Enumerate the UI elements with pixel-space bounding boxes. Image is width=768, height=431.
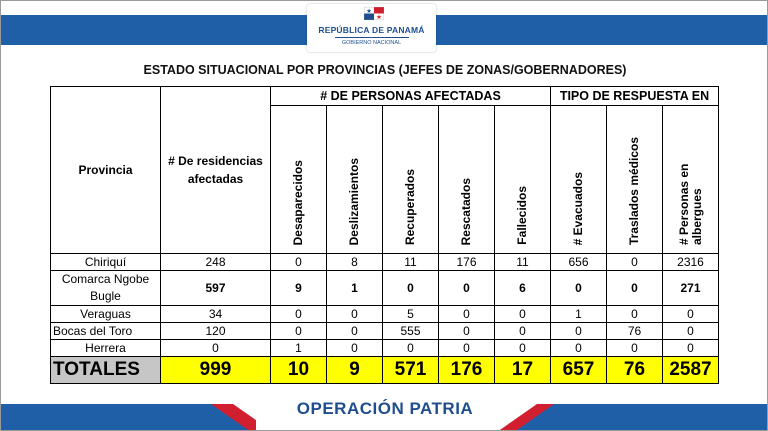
table-row: Veraguas 34 0 0 5 0 0 1 0 0: [50, 305, 719, 323]
cell-value: 0: [550, 339, 607, 357]
cell-value: 0: [662, 305, 719, 323]
cell-provincia: Chiriquí: [50, 253, 161, 271]
table-row: Chiriquí 248 0 8 11 176 11 656 0 2316: [50, 253, 719, 271]
header-recuperados: Recuperados: [382, 105, 439, 254]
table-row: Herrera 0 1 0 0 0 0 0 0 0: [50, 339, 719, 357]
total-value: 657: [550, 356, 607, 384]
total-value: 17: [494, 356, 551, 384]
cell-value: 0: [438, 339, 495, 357]
cell-value: 5: [382, 305, 439, 323]
header-deslizamientos: Deslizamientos: [326, 105, 383, 254]
header-fallecidos: Fallecidos: [494, 105, 551, 254]
cell-value: 8: [326, 253, 383, 271]
cell-value: 0: [494, 305, 551, 323]
cell-value: 0: [326, 339, 383, 357]
cell-value: 555: [382, 322, 439, 340]
header-traslados-medicos: Traslados médicos: [606, 105, 663, 254]
cell-value: 1: [270, 339, 327, 357]
logo-title: REPÚBLICA DE PANAMÁ: [318, 25, 425, 35]
cell-value: 271: [662, 270, 719, 306]
header-provincia: Provincia: [50, 86, 161, 254]
header-personas-albergues: # Personas en albergues: [662, 105, 719, 254]
cell-residencias: 34: [160, 305, 271, 323]
header-desaparecidos: Desaparecidos: [270, 105, 327, 254]
cell-provincia: Herrera: [50, 339, 161, 357]
cell-value: 0: [270, 322, 327, 340]
cell-value: 0: [606, 253, 663, 271]
total-residencias: 999: [160, 356, 271, 384]
cell-provincia-line1: Comarca Ngobe: [61, 272, 150, 286]
table-row: Bocas del Toro 120 0 0 555 0 0 0 76 0: [50, 322, 719, 340]
cell-value: 0: [438, 322, 495, 340]
cell-provincia: Comarca Ngobe Bugle: [50, 270, 161, 306]
total-value: 76: [606, 356, 663, 384]
cell-value: 9: [270, 270, 327, 306]
cell-value: 0: [662, 322, 719, 340]
table-row: Comarca Ngobe Bugle 597 9 1 0 0 6 0 0 27…: [50, 270, 719, 306]
cell-value: 0: [438, 270, 495, 306]
header-personas-afectadas: # DE PERSONAS AFECTADAS: [270, 86, 551, 106]
totals-row: TOTALES 999 10 9 571 176 17 657 76 2587: [50, 356, 719, 384]
header-evacuados: # Evacuados: [550, 105, 607, 254]
total-value: 10: [270, 356, 327, 384]
cell-provincia-line2: Bugle: [90, 289, 121, 303]
cell-residencias: 248: [160, 253, 271, 271]
logo-divider: [335, 37, 409, 38]
cell-value: 6: [494, 270, 551, 306]
cell-value: 0: [270, 253, 327, 271]
total-value: 571: [382, 356, 439, 384]
cell-provincia: Veraguas: [50, 305, 161, 323]
cell-residencias: 120: [160, 322, 271, 340]
cell-value: 0: [606, 305, 663, 323]
government-logo: REPÚBLICA DE PANAMÁ GOBIERNO NACIONAL: [307, 4, 436, 52]
cell-value: 176: [438, 253, 495, 271]
total-value: 176: [438, 356, 495, 384]
cell-value: 0: [326, 322, 383, 340]
cell-value: 0: [326, 305, 383, 323]
header-tipo-respuesta: TIPO DE RESPUESTA EN: [550, 86, 719, 106]
panama-flag-icon: [364, 7, 384, 20]
cell-value: 0: [662, 339, 719, 357]
cell-value: 0: [494, 322, 551, 340]
cell-value: 76: [606, 322, 663, 340]
cell-value: 0: [382, 270, 439, 306]
cell-value: 1: [550, 305, 607, 323]
page-title: ESTADO SITUACIONAL POR PROVINCIAS (JEFES…: [143, 63, 627, 77]
total-value: 9: [326, 356, 383, 384]
cell-value: 0: [382, 339, 439, 357]
cell-value: 0: [550, 270, 607, 306]
cell-value: 11: [382, 253, 439, 271]
cell-value: 0: [550, 322, 607, 340]
cell-value: 2316: [662, 253, 719, 271]
total-value: 2587: [662, 356, 719, 384]
footer-stripe: [1, 404, 767, 430]
logo-subtitle: GOBIERNO NACIONAL: [341, 40, 402, 46]
header-residencias: # De residencias afectadas: [160, 86, 271, 254]
cell-provincia: Bocas del Toro: [50, 322, 161, 340]
cell-value: 0: [606, 270, 663, 306]
cell-residencias: 597: [160, 270, 271, 306]
header-rescatados: Rescatados: [438, 105, 495, 254]
cell-value: 0: [606, 339, 663, 357]
campaign-title: OPERACIÓN PATRIA: [296, 399, 474, 418]
cell-value: 0: [438, 305, 495, 323]
cell-value: 656: [550, 253, 607, 271]
cell-value: 11: [494, 253, 551, 271]
cell-value: 1: [326, 270, 383, 306]
cell-residencias: 0: [160, 339, 271, 357]
totals-label: TOTALES: [50, 356, 161, 384]
status-table: Provincia # De residencias afectadas # D…: [50, 86, 719, 384]
cell-value: 0: [494, 339, 551, 357]
cell-value: 0: [270, 305, 327, 323]
